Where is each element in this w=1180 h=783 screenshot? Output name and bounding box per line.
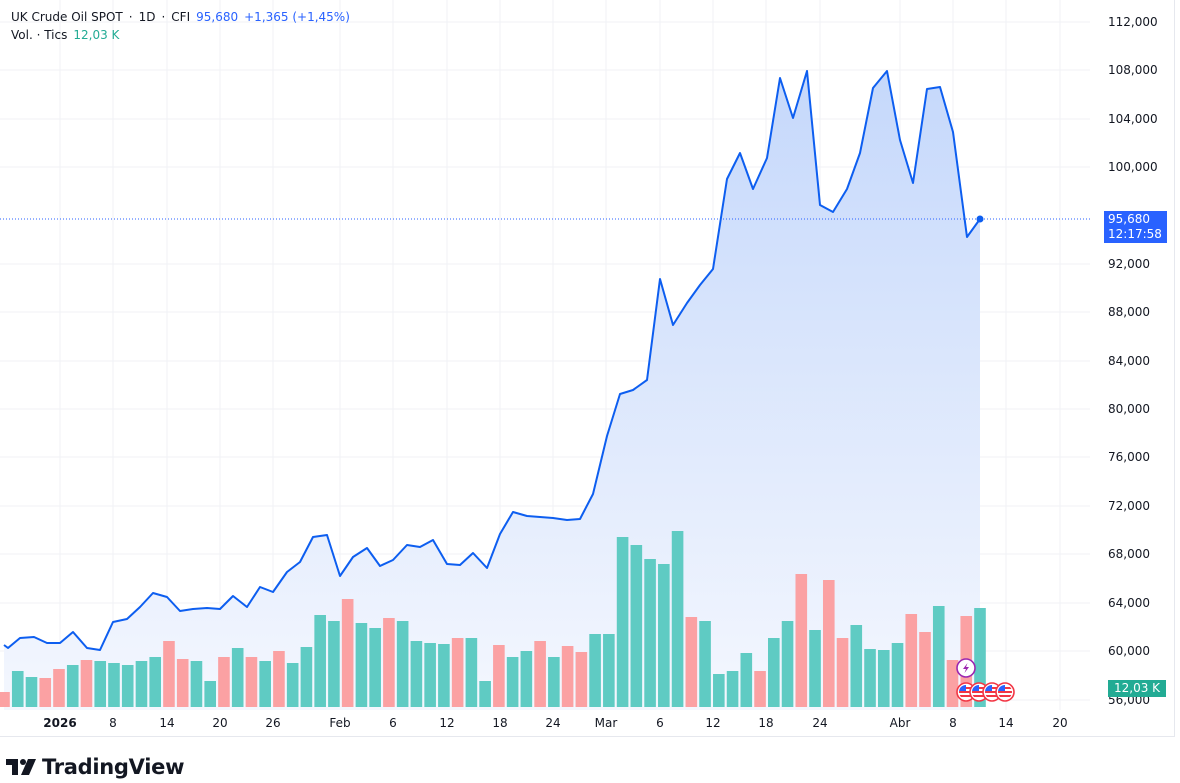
price-tick-label: 88,000	[1108, 305, 1150, 319]
volume-label: Vol. · Tics	[11, 28, 68, 42]
price-axis[interactable]: 112,000 108,000 104,000 100,000 92,000 88,000…	[1090, 0, 1175, 710]
tradingview-logo-text: TradingView	[42, 755, 185, 779]
chart-frame: UK Crude Oil SPOT · 1D · CFI 95,680 +1,3…	[0, 0, 1175, 737]
time-tick-label: 14	[159, 716, 175, 730]
volume-value: 12,03 K	[73, 28, 120, 42]
last-price-badge: 95,680 12:17:58	[1104, 211, 1167, 243]
volume-badge: 12,03 K	[1108, 680, 1167, 697]
volume-bars	[0, 531, 986, 707]
price-tick-label: 64,000	[1108, 596, 1150, 610]
price-tick-label: 80,000	[1108, 402, 1150, 416]
time-tick-label: 12	[439, 716, 455, 730]
tradingview-logo-icon	[6, 759, 36, 775]
price-change: +1,365 (+1,45%)	[244, 10, 350, 24]
price-tick-label: 72,000	[1108, 499, 1150, 513]
time-tick-label: 18	[492, 716, 508, 730]
lightning-event-icon[interactable]	[956, 658, 976, 678]
exchange: CFI	[171, 10, 191, 24]
interval: 1D	[138, 10, 156, 24]
bar-countdown: 12:17:58	[1108, 227, 1162, 241]
chart-legend: UK Crude Oil SPOT · 1D · CFI 95,680 +1,3…	[11, 8, 350, 44]
volume-legend-row[interactable]: Vol. · Tics 12,03 K	[11, 26, 350, 44]
tradingview-logo[interactable]: TradingView	[6, 755, 184, 779]
time-tick-label: Feb	[329, 716, 351, 730]
time-tick-label: 20	[1052, 716, 1068, 730]
time-tick-label: 26	[265, 716, 281, 730]
price-area-fill	[4, 71, 980, 710]
time-tick-label: 24	[545, 716, 561, 730]
time-tick-label: 14	[998, 716, 1014, 730]
symbol-name: UK Crude Oil SPOT	[11, 10, 123, 24]
separator: ·	[128, 10, 133, 24]
chart-plot-area[interactable]: UK Crude Oil SPOT · 1D · CFI 95,680 +1,3…	[0, 0, 1090, 710]
time-tick-label: Abr	[889, 716, 911, 730]
time-tick-label: 12	[705, 716, 721, 730]
price-line	[3, 70, 981, 651]
price-chart-svg	[0, 0, 1090, 710]
separator: ·	[161, 10, 166, 24]
price-tick-label: 100,000	[1108, 160, 1158, 174]
last-price-dot	[976, 215, 984, 223]
time-tick-label: 8	[949, 716, 957, 730]
price-tick-label: 68,000	[1108, 547, 1150, 561]
price-tick-label: 104,000	[1108, 112, 1158, 126]
price-tick-label: 76,000	[1108, 450, 1150, 464]
price-tick-label: 60,000	[1108, 644, 1150, 658]
price-tick-label: 92,000	[1108, 257, 1150, 271]
symbol-legend-row[interactable]: UK Crude Oil SPOT · 1D · CFI 95,680 +1,3…	[11, 8, 350, 26]
time-tick-label: 20	[212, 716, 228, 730]
time-axis[interactable]: 2026 8 14 20 26 Feb 6 12 18 24 Mar 6 12 18 24 Abr 8 14 20	[0, 710, 1090, 737]
price-tick-label: 84,000	[1108, 354, 1150, 368]
last-price-badge-value: 95,680	[1108, 212, 1150, 226]
time-tick-label: 6	[389, 716, 397, 730]
economic-events-flags[interactable]	[956, 682, 1015, 702]
time-tick-label: 8	[109, 716, 117, 730]
price-tick-label: 112,000	[1108, 15, 1158, 29]
time-tick-label: 24	[812, 716, 828, 730]
time-tick-label: Mar	[594, 716, 618, 730]
price-tick-label: 108,000	[1108, 63, 1158, 77]
time-tick-label: 6	[656, 716, 664, 730]
time-tick-label: 18	[758, 716, 774, 730]
us-flag-event-icon[interactable]	[995, 682, 1015, 702]
time-tick-label: 2026	[43, 716, 77, 730]
last-price: 95,680	[196, 10, 239, 24]
